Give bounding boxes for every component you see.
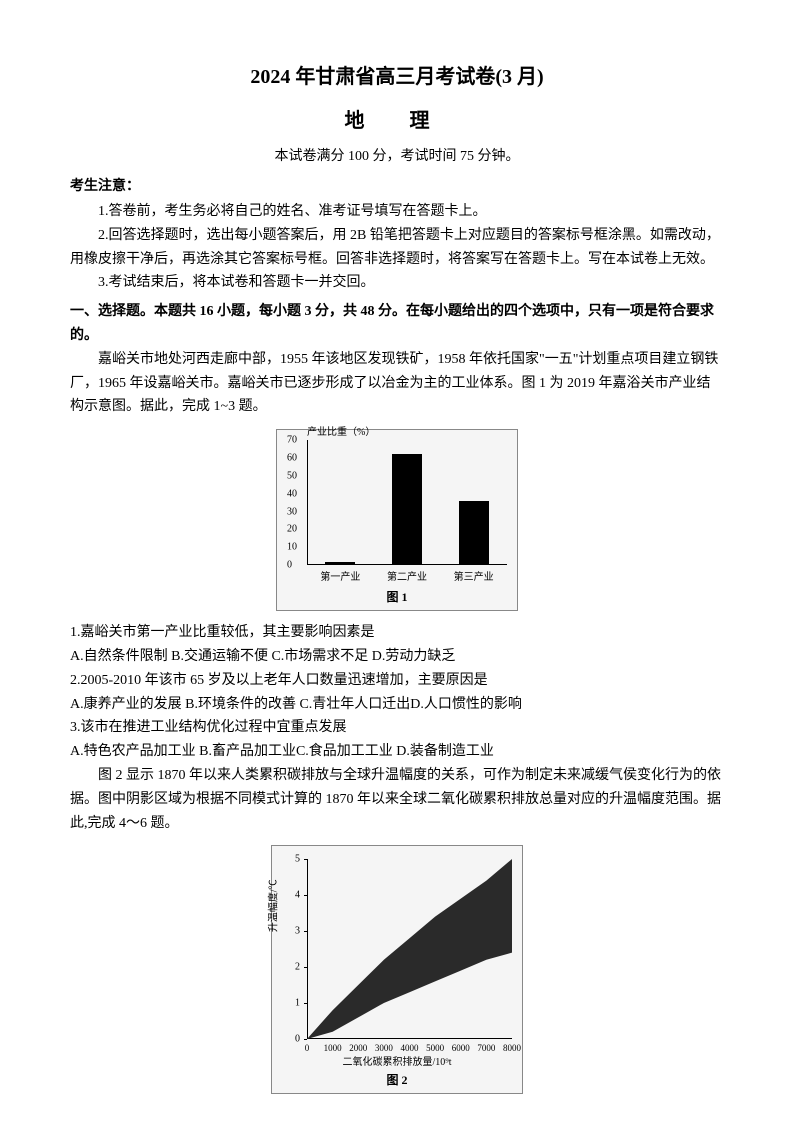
exam-info: 本试卷满分 100 分，考试时间 75 分钟。	[70, 145, 724, 165]
y-tick: 10	[287, 542, 297, 553]
y-tick: 50	[287, 470, 297, 481]
y-tick: 40	[287, 488, 297, 499]
x-tick: 6000	[452, 1043, 470, 1053]
question-options: A.自然条件限制 B.交通运输不便 C.市场需求不足 D.劳动力缺乏	[70, 645, 724, 669]
question-text: 2.2005-2010 年该市 65 岁及以上老年人口数量迅速增加，主要原因是	[70, 669, 724, 693]
passage-text: 嘉峪关市地处河西走廊中部，1955 年该地区发现铁矿，1958 年依托国家"一五…	[70, 348, 724, 419]
x-tick: 8000	[503, 1043, 521, 1053]
y-tick: 1	[295, 998, 300, 1009]
y-tick: 4	[295, 890, 300, 901]
notice-item: 1.答卷前，考生务必将自己的姓名、准考证号填写在答题卡上。	[70, 200, 724, 224]
y-tick: 3	[295, 926, 300, 937]
notice-header: 考生注意：	[70, 175, 724, 195]
y-axis	[307, 440, 308, 565]
y-axis-label: 升温幅度/℃	[265, 880, 280, 933]
scatter-chart: 升温幅度/℃ 012345010002000300040005000600070…	[277, 851, 517, 1051]
question-options: A.康养产业的发展 B.环境条件的改善 C.青壮年人口迁出D.人口惯性的影响	[70, 693, 724, 717]
bar-chart: 产业比重（%） 010203040506070第一产业第二产业第三产业	[282, 435, 512, 585]
passage-text: 图 2 显示 1870 年以来人类累积碳排放与全球升温幅度的关系，可作为制定未来…	[70, 764, 724, 835]
x-tick: 4000	[401, 1043, 419, 1053]
bar	[459, 501, 489, 565]
chart2-box: 升温幅度/℃ 012345010002000300040005000600070…	[271, 845, 523, 1094]
page-title: 2024 年甘肃省高三月考试卷(3 月)	[70, 60, 724, 89]
x-tick: 1000	[324, 1043, 342, 1053]
bar	[392, 454, 422, 565]
chart1-box: 产业比重（%） 010203040506070第一产业第二产业第三产业 图 1	[276, 429, 518, 611]
plot-area	[307, 859, 512, 1039]
y-axis-label: 产业比重（%）	[307, 423, 375, 438]
x-tick: 2000	[349, 1043, 367, 1053]
x-label: 第三产业	[449, 568, 499, 583]
y-tick: 70	[287, 435, 297, 446]
x-tick: 5000	[426, 1043, 444, 1053]
bar	[325, 562, 355, 566]
question-options: A.特色农产品加工业 B.畜产品加工业C.食品加工工业 D.装备制造工业	[70, 740, 724, 764]
chart1-container: 产业比重（%） 010203040506070第一产业第二产业第三产业 图 1	[70, 429, 724, 611]
x-axis-label: 二氧化碳累积排放量/10⁹t	[277, 1053, 517, 1068]
y-tick: 30	[287, 506, 297, 517]
figure-label: 图 1	[282, 588, 512, 605]
y-tick: 60	[287, 453, 297, 464]
subject-title: 地 理	[70, 104, 724, 133]
section-header: 一、选择题。本题共 16 小题，每小题 3 分，共 48 分。在每小题给出的四个…	[70, 300, 724, 348]
question-text: 1.嘉峪关市第一产业比重较低，其主要影响因素是	[70, 621, 724, 645]
notice-item: 2.回答选择题时，选出每小题答案后，用 2B 铅笔把答题卡上对应题目的答案标号框…	[70, 224, 724, 272]
x-tick: 7000	[477, 1043, 495, 1053]
x-tick: 3000	[375, 1043, 393, 1053]
x-tick: 0	[305, 1043, 310, 1053]
y-tick: 0	[287, 560, 292, 571]
question-text: 3.该市在推进工业结构优化过程中宜重点发展	[70, 716, 724, 740]
y-tick: 2	[295, 962, 300, 973]
y-tick: 0	[295, 1034, 300, 1045]
figure-label: 图 2	[277, 1071, 517, 1088]
notice-item: 3.考试结束后，将本试卷和答题卡一并交回。	[70, 271, 724, 295]
y-tick: 20	[287, 524, 297, 535]
chart2-container: 升温幅度/℃ 0 1 2 3 4 5 0 1000 2000 3000 4000 5000 6000 70…	[70, 845, 724, 1094]
x-label: 第一产业	[315, 568, 365, 583]
x-label: 第二产业	[382, 568, 432, 583]
y-tick: 5	[295, 854, 300, 865]
